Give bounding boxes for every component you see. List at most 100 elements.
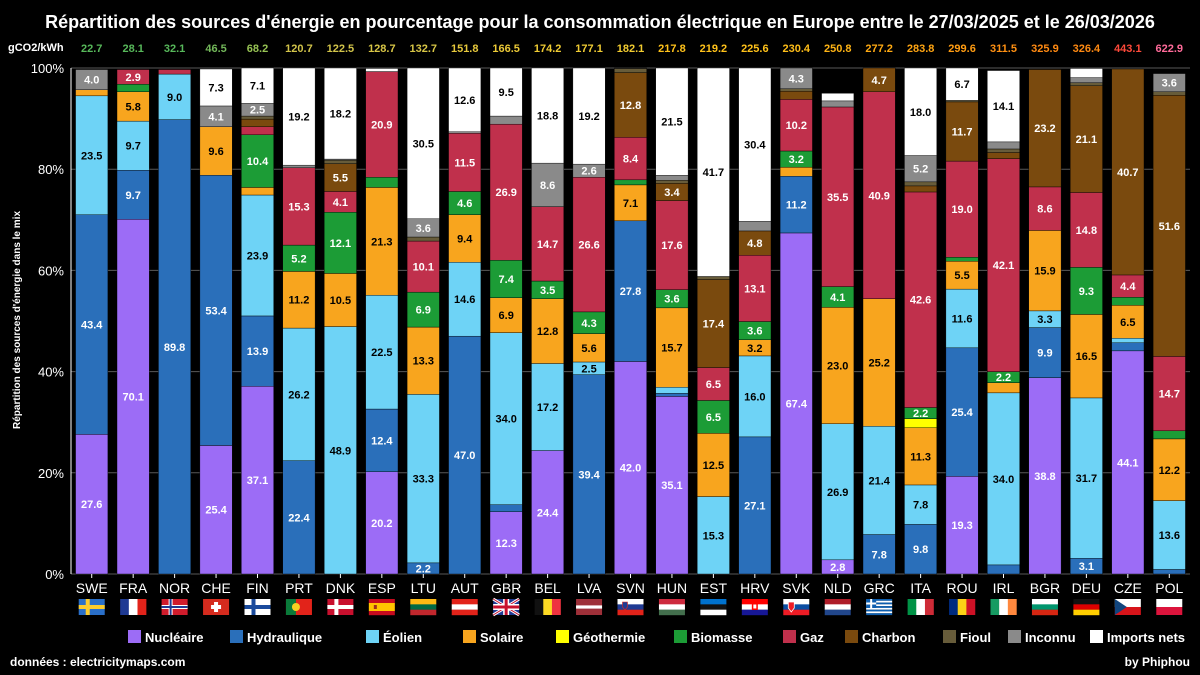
- legend-swatch: [463, 630, 476, 643]
- co2-value-che: 46.5: [205, 43, 226, 55]
- bar-segment-ita: [904, 181, 937, 187]
- flag-ita-icon: [907, 599, 934, 615]
- bar-segment-svn: [614, 179, 647, 186]
- segment-value-label: 11.7: [952, 127, 973, 139]
- bar-segment-ita: [904, 67, 937, 156]
- segment-value-label: 89.8: [164, 342, 185, 354]
- flag-dnk-icon: [327, 599, 354, 615]
- co2-value-rou: 299.6: [948, 43, 976, 55]
- bar-segment-fra: [116, 91, 150, 122]
- segment-value-label: 12.3: [495, 538, 516, 550]
- bar-segment-bgr: [1028, 327, 1062, 378]
- bar-segment-dnk: [324, 273, 357, 327]
- x-tick-label: FIN: [246, 580, 269, 596]
- legend-swatch: [943, 630, 956, 643]
- x-tick-label: CZE: [1114, 580, 1142, 596]
- bar-segment-cze: [1111, 68, 1145, 276]
- bar-segment-prt: [282, 244, 316, 272]
- bar-group-pol: 13.6 12.2 14.7 51.6 3.6: [1152, 73, 1186, 575]
- bar-segment-gbr: [489, 67, 523, 117]
- bar-segment-bel: [531, 363, 564, 451]
- segment-value-label: 2.2: [913, 408, 928, 420]
- bar-segment-prt: [282, 271, 316, 329]
- legend-label: Géothermie: [573, 630, 645, 645]
- bar-segment-rou: [945, 347, 979, 477]
- bar-segment-gbr: [489, 504, 523, 512]
- flag-pol-icon: [1156, 599, 1183, 615]
- bar-segment-rou: [945, 67, 979, 101]
- bar-segment-irl: [987, 152, 1020, 159]
- bar-segment-prt: [282, 67, 316, 166]
- segment-value-label: 20.2: [371, 518, 392, 530]
- bar-segment-irl: [987, 158, 1020, 372]
- legend-label: Nucléaire: [145, 630, 204, 645]
- segment-value-label: 37.1: [247, 475, 268, 487]
- bar-segment-che: [199, 445, 233, 575]
- bar-segment-pol: [1152, 356, 1186, 432]
- bar-segment-svn: [614, 67, 647, 69]
- segment-value-label: 3.2: [789, 154, 804, 166]
- segment-value-label: 53.4: [205, 305, 227, 317]
- bar-group-hun: 35.1 15.7 3.6 17.6 3.4 21.5: [655, 67, 689, 575]
- legend-item: Hydraulique: [230, 630, 322, 645]
- x-tick-label: IRL: [993, 580, 1015, 596]
- segment-value-label: 3.1: [1079, 561, 1094, 573]
- x-tick-label: BEL: [534, 580, 561, 596]
- bar-segment-aut: [448, 335, 482, 575]
- segment-value-label: 18.2: [330, 109, 351, 121]
- bar-segment-dnk: [324, 163, 357, 192]
- co2-value-svk: 230.4: [783, 43, 811, 55]
- bar-segment-lva: [572, 177, 606, 313]
- y-axis-ticks: 0% 20% 40% 60% 80% 100%: [31, 61, 65, 582]
- segment-value-label: 6.5: [706, 379, 721, 391]
- bar-segment-hun: [655, 387, 689, 394]
- segment-value-label: 30.5: [413, 138, 434, 150]
- bar-segment-aut: [448, 262, 482, 337]
- bar-group-swe: 27.6 43.4 23.5 4.0: [75, 69, 109, 575]
- segment-value-label: 17.6: [661, 240, 682, 252]
- legend-swatch: [366, 630, 379, 643]
- segment-value-label: 30.4: [744, 140, 766, 152]
- bar-segment-ita: [904, 155, 937, 183]
- bar-segment-ita: [904, 484, 937, 525]
- bar-segment-pol: [1152, 430, 1186, 440]
- bar-segment-fra: [116, 69, 150, 85]
- segment-value-label: 18.0: [910, 107, 931, 119]
- bar-segment-hun: [655, 175, 689, 181]
- bar-segment-gbr: [489, 297, 523, 333]
- segment-value-label: 15.3: [288, 201, 309, 213]
- segment-value-label: 9.6: [208, 146, 223, 158]
- bar-group-fra: 70.1 9.7 9.7 5.8 2.9: [116, 69, 150, 575]
- segment-value-label: 4.3: [789, 73, 804, 85]
- legend-label: Solaire: [480, 630, 523, 645]
- bar-segment-esp: [365, 471, 399, 575]
- bar-segment-hrv: [738, 221, 772, 232]
- segment-value-label: 35.1: [661, 480, 682, 492]
- bar-segment-bel: [531, 162, 564, 207]
- bar-group-che: 25.4 53.4 9.6 4.1 7.3: [199, 68, 233, 575]
- x-tick-label: PRT: [285, 580, 313, 596]
- legend-item: Charbon: [845, 630, 916, 645]
- bar-segment-bel: [531, 67, 564, 164]
- bar-segment-ita: [904, 191, 937, 408]
- segment-value-label: 40.7: [1117, 167, 1138, 179]
- segment-value-label: 9.0: [167, 92, 182, 104]
- segment-value-label: 19.2: [578, 111, 599, 123]
- bar-segment-bel: [531, 206, 564, 282]
- co2-row: 22.7 28.1 32.1 46.5 68.2 120.7 122.5 128.7 132.7…: [81, 43, 1183, 55]
- legend-item: Nucléaire: [128, 630, 204, 645]
- segment-value-label: 8.6: [1037, 204, 1052, 216]
- segment-value-label: 7.1: [250, 81, 265, 93]
- segment-value-label: 6.5: [706, 412, 721, 424]
- bar-segment-swe: [75, 214, 109, 435]
- bar-segment-svn: [614, 361, 647, 575]
- segment-value-label: 5.2: [291, 253, 306, 265]
- segment-value-label: 21.1: [1076, 134, 1097, 146]
- co2-value-irl: 311.5: [990, 43, 1017, 55]
- bar-segment-nld: [821, 93, 855, 102]
- flag-fra-icon: [120, 599, 147, 615]
- segment-value-label: 4.4: [1120, 281, 1136, 293]
- legend-swatch: [845, 630, 858, 643]
- segment-value-label: 12.8: [620, 100, 641, 112]
- segment-value-label: 4.1: [333, 197, 348, 209]
